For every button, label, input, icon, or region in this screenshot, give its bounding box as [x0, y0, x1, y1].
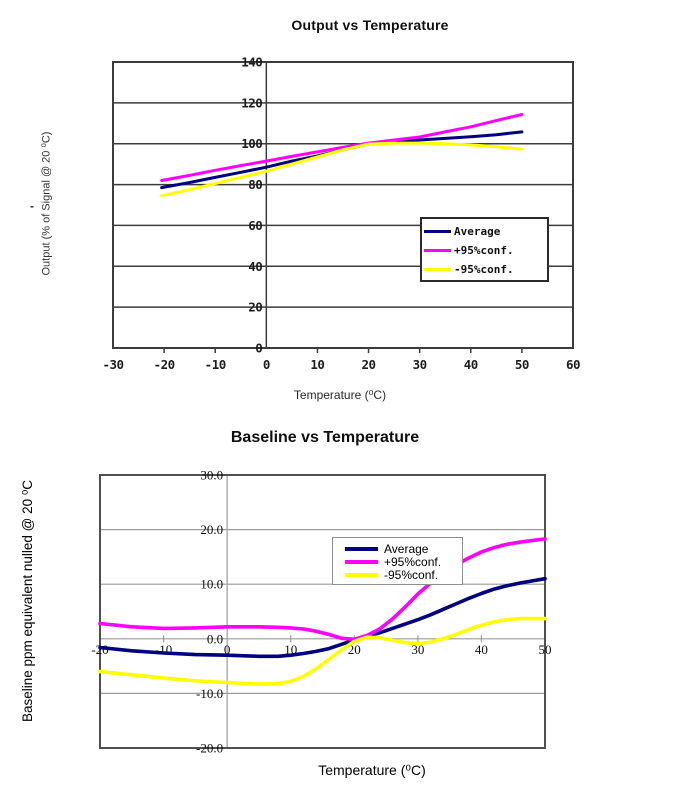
svg-text:20: 20: [362, 357, 376, 372]
legend-label-minus95: -95%conf.: [384, 567, 439, 582]
svg-text:50: 50: [539, 642, 552, 657]
baseline-chart-title: Baseline vs Temperature: [230, 429, 420, 446]
output-chart-plot-area: 0 20 40 60 80 100 120 140 -30 -20 -10 0 10 20 30 40 50 60: [102, 55, 580, 373]
legend-item-average: Average: [345, 541, 462, 556]
svg-text:0: 0: [224, 642, 231, 657]
svg-text:-20: -20: [154, 357, 175, 372]
svg-text:20.0: 20.0: [200, 522, 223, 537]
legend-label-average: Average: [384, 541, 429, 556]
svg-text:60: 60: [566, 357, 580, 372]
svg-text:-10.0: -10.0: [196, 686, 223, 701]
minus95-line-swatch: [424, 268, 451, 271]
svg-text:0.0: 0.0: [207, 631, 223, 646]
baseline-chart-x-axis-title: Temperature (⁰C): [318, 762, 426, 778]
baseline-chart-y-axis-title: Baseline ppm equivalent nulled @ 20 ⁰C: [20, 480, 35, 723]
output-chart-title: Output vs Temperature: [291, 17, 449, 33]
svg-text:10.0: 10.0: [200, 577, 223, 592]
legend-item-average: Average: [424, 222, 547, 241]
svg-text:30: 30: [411, 642, 424, 657]
legend-item-plus95: +95%conf.: [345, 554, 462, 569]
svg-text:60: 60: [248, 218, 262, 233]
minus95-line-swatch: [345, 572, 378, 577]
stray-scan-mark: -: [30, 199, 34, 213]
legend-label-minus95: -95%conf.: [454, 263, 514, 276]
plus95-line-swatch: [424, 249, 451, 252]
svg-text:40: 40: [475, 642, 488, 657]
legend-item-minus95: -95%conf.: [345, 567, 462, 582]
svg-text:0: 0: [263, 357, 270, 372]
output-chart-x-axis-title: Temperature (⁰C): [293, 388, 387, 402]
svg-text:40: 40: [464, 357, 478, 372]
svg-text:0: 0: [255, 341, 262, 356]
baseline-chart-plot-area: 30.020.010.00.0-10.0-20.0-20 -10 0 10 20 30 40…: [91, 468, 552, 756]
svg-text:100: 100: [241, 136, 262, 151]
svg-text:80: 80: [248, 177, 262, 192]
legend-label-plus95: +95%conf.: [384, 554, 442, 569]
baseline-chart-legend: Average +95%conf. -95%conf.: [332, 537, 463, 585]
plus95-line-swatch: [345, 559, 378, 564]
legend-item-minus95: -95%conf.: [424, 260, 547, 279]
svg-text:140: 140: [241, 55, 262, 70]
svg-text:30: 30: [413, 357, 427, 372]
legend-label-average: Average: [454, 225, 501, 238]
legend-label-plus95: +95%conf.: [454, 244, 514, 257]
svg-text:-30: -30: [102, 357, 123, 372]
svg-text:120: 120: [241, 95, 262, 110]
legend-item-plus95: +95%conf.: [424, 241, 547, 260]
svg-text:-20.0: -20.0: [196, 741, 223, 756]
svg-text:30.0: 30.0: [200, 468, 223, 483]
output-chart-legend: Average +95%conf. -95%conf.: [420, 217, 549, 282]
average-line-swatch: [424, 230, 451, 233]
svg-text:40: 40: [248, 259, 262, 274]
average-line-swatch: [345, 546, 378, 551]
svg-text:10: 10: [310, 357, 324, 372]
svg-text:50: 50: [515, 357, 529, 372]
svg-text:-10: -10: [205, 357, 226, 372]
svg-text:20: 20: [248, 300, 262, 315]
